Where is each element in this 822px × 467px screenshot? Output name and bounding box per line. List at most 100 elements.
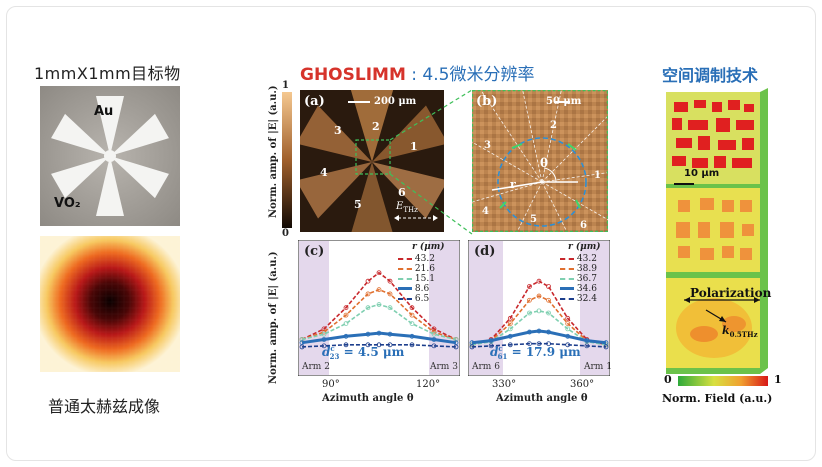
series-line-36.7 [471, 310, 607, 346]
panel-d-plot [468, 240, 610, 376]
colorbar-a [282, 92, 292, 228]
right-title: 空间调制技术 [662, 66, 759, 85]
panel-c-legend-title: r (μm) [412, 242, 445, 252]
data-point-32.4-6 [565, 342, 571, 348]
data-point-8.6-1 [321, 337, 327, 342]
data-point-15.1-2 [343, 321, 349, 326]
data-point-43.2-2 [343, 305, 349, 311]
brand-text: GHOSLIMM [300, 65, 406, 85]
data-point-8.6-7 [431, 337, 437, 342]
data-point-43.2-3 [365, 278, 371, 284]
panel-c-arm-left: Arm 2 [302, 362, 330, 372]
left-title: 1mmX1mm目标物 [34, 64, 181, 83]
data-point-43.2-4 [536, 278, 542, 284]
colorbar-a-min: 0 [282, 228, 289, 239]
data-point-34.6-6 [565, 333, 571, 339]
field-arrow-icon [394, 215, 438, 221]
legend-c-5: 6.5 [398, 294, 435, 304]
series-line-8.6 [301, 331, 457, 345]
polarization-label: Polarization [690, 286, 772, 300]
panel-b-scale: 50 μm [546, 96, 582, 107]
data-point-43.2-6 [409, 305, 415, 311]
legend-d-3: 36.7 [560, 274, 597, 284]
data-point-36.7-5 [546, 310, 551, 316]
field-colorbar [678, 376, 768, 386]
sector-a-1: 1 [410, 140, 418, 153]
data-point-43.2-2 [507, 315, 513, 321]
right-scale: 10 μm [684, 168, 720, 179]
panel-d-annotation: dc61 = 17.9 μm [490, 344, 581, 362]
field-label: ETHz [396, 201, 418, 214]
data-point-6.5-3 [365, 342, 371, 348]
data-point-34.6-4 [536, 328, 542, 334]
data-point-15.1-5 [387, 305, 393, 311]
legend-d-5: 32.4 [560, 294, 597, 304]
data-point-34.6-5 [546, 329, 551, 335]
data-point-43.2-1 [321, 326, 327, 332]
panel-d-arm-left: Arm 6 [472, 362, 500, 372]
ylabel-top: Norm. amp. of |E| (a.u.) [268, 85, 279, 218]
data-point-8.6-4 [376, 330, 382, 336]
data-point-34.6-7 [584, 338, 590, 343]
sector-b-2: 2 [550, 120, 557, 131]
sector-a-2: 2 [372, 120, 380, 133]
sector-b-4: 4 [482, 206, 489, 217]
au-label: Au [94, 104, 114, 119]
legend-c-4: 8.6 [398, 284, 435, 294]
resolution-text: : 4.5微米分辨率 [405, 65, 535, 85]
panel-c-legend: 43.2 21.6 15.1 8.6 6.5 [398, 254, 435, 304]
panel-a-image [300, 90, 444, 232]
panel-c-xlabel: Azimuth angle θ [322, 393, 414, 404]
data-point-15.1-3 [365, 305, 371, 311]
data-point-15.1-7 [431, 331, 437, 337]
panel-b-label: (b) [476, 94, 498, 109]
data-point-15.1-4 [376, 302, 382, 307]
data-point-43.2-5 [387, 278, 393, 284]
legend-c-2: 21.6 [398, 264, 435, 274]
panel-c-xtick-2: 120° [416, 379, 441, 390]
data-point-32.4-0 [469, 344, 475, 350]
r-label: r [510, 178, 516, 191]
panel-c-label: (c) [304, 244, 325, 259]
data-point-32.4-2 [507, 342, 513, 348]
data-point-6.5-6 [409, 342, 415, 348]
data-point-6.5-4 [376, 342, 382, 348]
k-label: k0.5THz [722, 324, 758, 340]
sector-b-5: 5 [530, 214, 537, 225]
data-point-36.7-2 [507, 326, 513, 332]
data-point-36.7-3 [527, 310, 532, 316]
panel-a-scale: 200 μm [374, 96, 417, 107]
panel-d-legend: 43.2 38.9 36.7 34.6 32.4 [560, 254, 597, 304]
data-point-6.5-0 [299, 344, 305, 350]
data-point-34.6-3 [527, 329, 532, 335]
panel-d-legend-title: r (μm) [568, 242, 601, 252]
data-point-8.6-2 [343, 333, 349, 339]
data-point-38.9-5 [546, 297, 551, 303]
data-point-32.4-1 [488, 343, 494, 349]
data-point-15.1-1 [321, 331, 327, 337]
sector-a-4: 4 [320, 166, 328, 179]
data-point-21.6-5 [387, 291, 393, 297]
data-point-32.4-7 [584, 343, 590, 349]
data-point-8.6-6 [409, 333, 415, 339]
target-photo [40, 86, 180, 226]
panel-c-annotation: dc23 = 4.5 μm [322, 344, 405, 362]
data-point-8.6-5 [387, 331, 393, 337]
data-point-21.6-1 [321, 329, 327, 335]
data-point-6.5-2 [343, 342, 349, 348]
data-point-34.6-2 [507, 333, 513, 339]
panel-d-xtick-1: 330° [492, 379, 517, 390]
data-point-36.7-4 [536, 308, 542, 314]
series-line-34.6 [471, 329, 607, 345]
data-point-38.9-6 [565, 321, 571, 326]
panel-c-plot [298, 240, 460, 376]
panel-d-xtick-2: 360° [570, 379, 595, 390]
data-point-36.7-6 [565, 326, 571, 332]
panel-a-label: (a) [304, 94, 325, 109]
data-point-43.2-5 [546, 284, 551, 289]
panel-c-arm-right: Arm 3 [430, 362, 458, 372]
series-line-32.4 [471, 342, 607, 348]
panel-c-xtick-1: 90° [322, 379, 340, 390]
sector-a-6: 6 [398, 186, 406, 199]
data-point-6.5-8 [453, 344, 459, 350]
